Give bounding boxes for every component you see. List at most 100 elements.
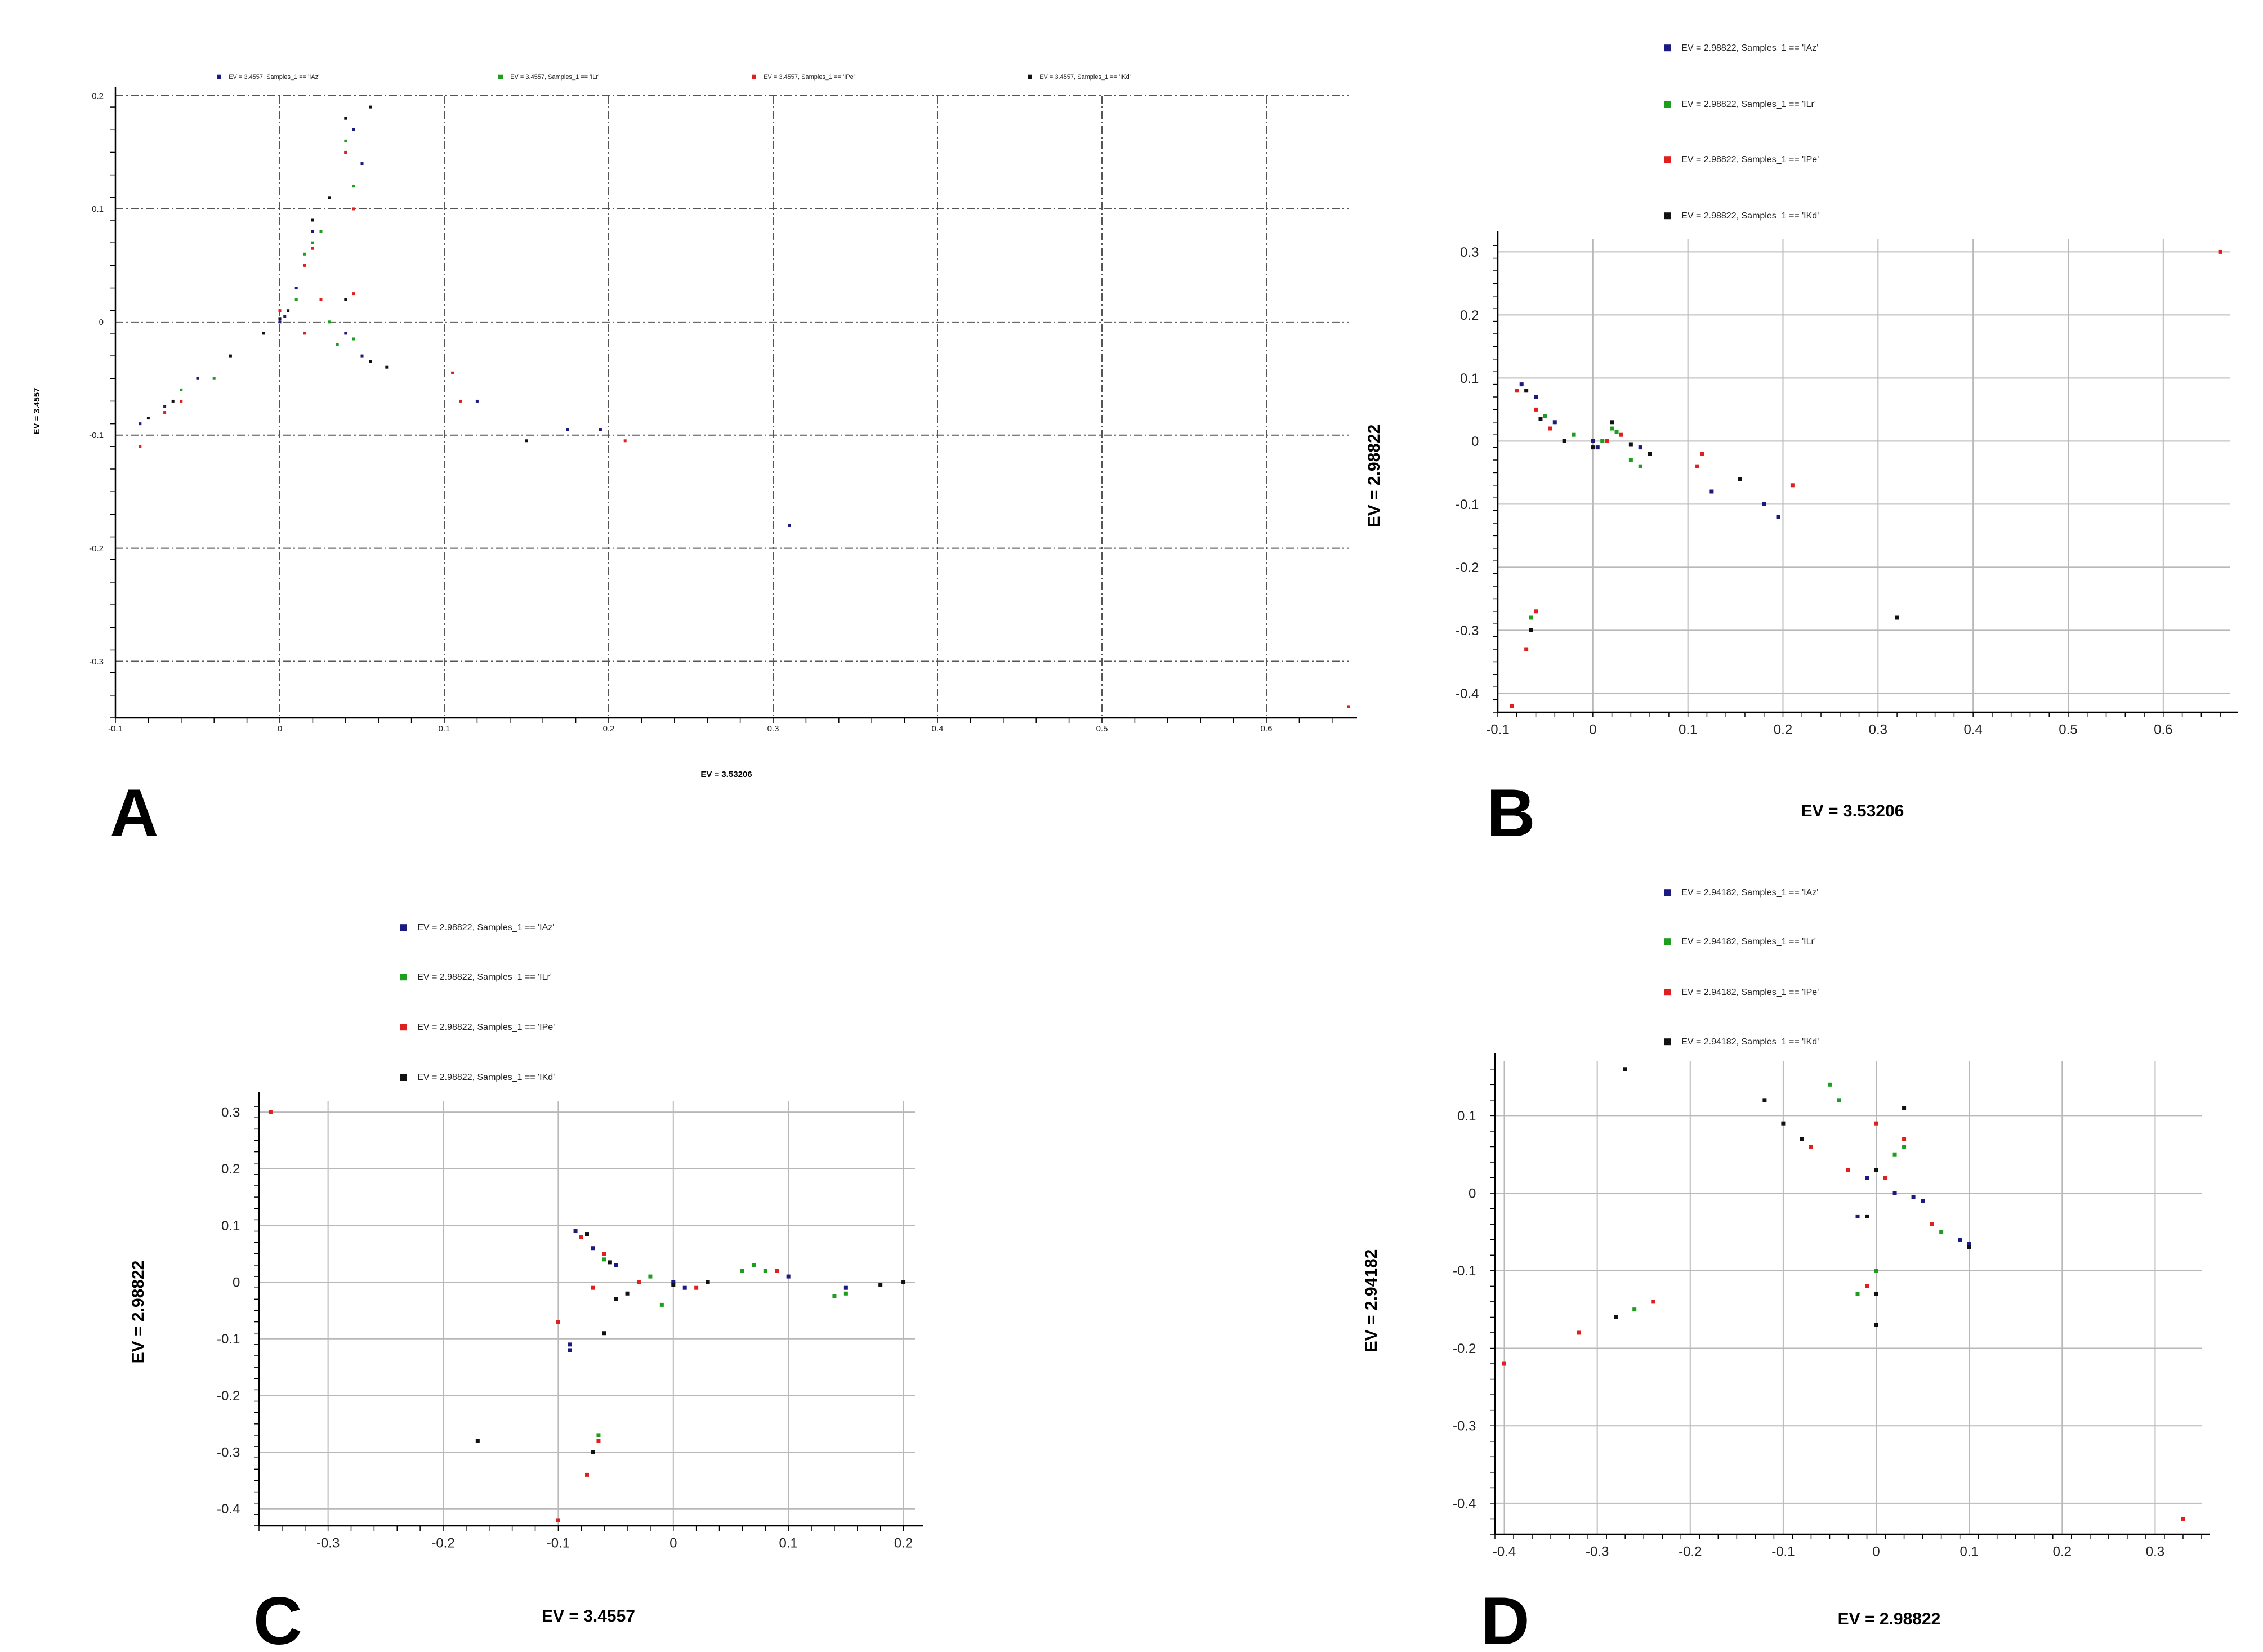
x-tick-label: 0.4 [932, 724, 944, 734]
data-point [1591, 439, 1595, 443]
minor-ticks-a [110, 106, 1333, 723]
panel-letter-c: C [253, 1583, 302, 1652]
data-point [294, 287, 298, 290]
data-point [1790, 483, 1795, 488]
data-point [1605, 439, 1609, 443]
data-point [786, 1274, 791, 1279]
data-point [1883, 1176, 1888, 1180]
y-tick-label: 0.2 [221, 1162, 240, 1177]
data-point [1865, 1176, 1869, 1180]
legend-swatch [1664, 44, 1671, 52]
data-point [1921, 1199, 1925, 1203]
data-point [1572, 432, 1576, 437]
y-tick-label: -0.3 [1453, 1419, 1476, 1434]
x-tick-label: 0.2 [2053, 1544, 2072, 1559]
legend-entry-label: EV = 2.98822, Samples_1 == 'ILr' [1681, 100, 1816, 109]
y-tick-label: 0 [1471, 434, 1479, 449]
data-point [1967, 1242, 1971, 1246]
y-tick-label: -0.4 [1456, 686, 1479, 702]
data-point [1874, 1323, 1878, 1327]
data-point [1515, 389, 1519, 393]
y-tick-label: 0.2 [92, 91, 104, 101]
data-point [303, 332, 306, 335]
x-tick-label: 0.1 [1679, 722, 1697, 737]
data-point [671, 1280, 676, 1284]
data-point [1809, 1144, 1813, 1149]
panel-b: -0.1 0 0.1 0.2 0.3 0.4 0.5 0.6 -0.4 -0.3 -0.2 -0.1 0… [1365, 43, 2238, 851]
legend-swatch [1664, 889, 1671, 896]
data-point [311, 247, 314, 250]
data-point [303, 252, 306, 256]
data-point [1632, 1307, 1637, 1312]
y-tick-label: -0.3 [217, 1445, 240, 1461]
data-point [579, 1235, 583, 1239]
data-point [287, 309, 290, 312]
data-point [1628, 442, 1633, 447]
data-point [596, 1433, 601, 1437]
data-point [1347, 705, 1350, 708]
legend-swatch [752, 74, 756, 79]
legend-entry-label: EV = 2.98822, Samples_1 == 'IPe' [417, 1023, 555, 1032]
y-tick-label: 0 [233, 1275, 240, 1291]
data-points-c [268, 1110, 906, 1522]
x-tick-label: 0.1 [779, 1535, 797, 1551]
data-point [1591, 445, 1595, 450]
x-tick-label: 0.3 [767, 724, 779, 734]
data-point [352, 207, 355, 211]
legend-entry-label: EV = 2.98822, Samples_1 == 'IAz' [1681, 43, 1818, 53]
x-tick-label: -0.3 [1586, 1544, 1609, 1559]
data-point [568, 1342, 572, 1347]
legend-entry-label: EV = 3.4557, Samples_1 == 'ILr' [510, 74, 599, 81]
panel-a: -0.1 0 0.1 0.2 0.3 0.4 0.5 0.6 -0.3 -0.2 -0.1 0 0.1 0… [32, 74, 1357, 851]
data-point [556, 1518, 560, 1522]
x-tick-label: 0.1 [1960, 1544, 1978, 1559]
data-point [1865, 1214, 1869, 1218]
data-point [1548, 426, 1552, 431]
x-tick-label: -0.2 [431, 1535, 454, 1551]
x-tick-label: 0.3 [1869, 722, 1887, 737]
data-point [1519, 382, 1524, 387]
data-point [283, 315, 287, 318]
legend-swatch [400, 974, 407, 981]
data-point [303, 264, 306, 267]
data-point [1510, 704, 1514, 708]
data-point [1648, 452, 1652, 456]
legend-entry-label: EV = 2.98822, Samples_1 == 'ILr' [417, 972, 552, 982]
data-point [475, 1439, 480, 1443]
legend-entry-label: EV = 3.4557, Samples_1 == 'IAz' [229, 74, 319, 81]
data-point [832, 1294, 837, 1298]
data-point [1619, 432, 1623, 437]
legend-swatch [400, 1074, 407, 1081]
x-tick-label: 0.2 [894, 1535, 913, 1551]
data-point [1651, 1300, 1655, 1304]
data-point [344, 139, 347, 142]
data-point [625, 1291, 630, 1296]
data-point [614, 1297, 618, 1301]
data-point [278, 320, 282, 324]
legend-entry-label: EV = 2.94182, Samples_1 == 'IAz' [1681, 888, 1818, 898]
x-tick-label: -0.1 [1486, 722, 1509, 737]
data-point [623, 439, 627, 443]
data-point [591, 1285, 595, 1290]
data-point [1610, 420, 1614, 425]
data-point [1892, 1152, 1897, 1157]
data-point [1738, 477, 1743, 481]
data-point [163, 411, 167, 414]
data-point [573, 1229, 578, 1234]
x-tick-label: -0.1 [108, 724, 123, 734]
data-point [171, 399, 175, 403]
minor-ticks-d [1490, 1069, 2202, 1539]
x-tick-label: 0.3 [2146, 1544, 2164, 1559]
data-point [1610, 426, 1614, 431]
data-point [1552, 420, 1557, 425]
data-point [278, 309, 282, 312]
x-tick-label: 0.4 [1963, 722, 1982, 737]
data-point [694, 1285, 699, 1290]
data-point [369, 105, 372, 109]
data-point [878, 1283, 883, 1287]
data-point [352, 128, 355, 131]
y-tick-label: -0.1 [89, 431, 104, 440]
panel-c: -0.3 -0.2 -0.1 0 0.1 0.2 -0.4 -0.3 -0.2 -0.1 0 0.1 0… [129, 923, 923, 1652]
data-point [602, 1252, 606, 1256]
y-tick-label: -0.1 [1456, 497, 1479, 512]
